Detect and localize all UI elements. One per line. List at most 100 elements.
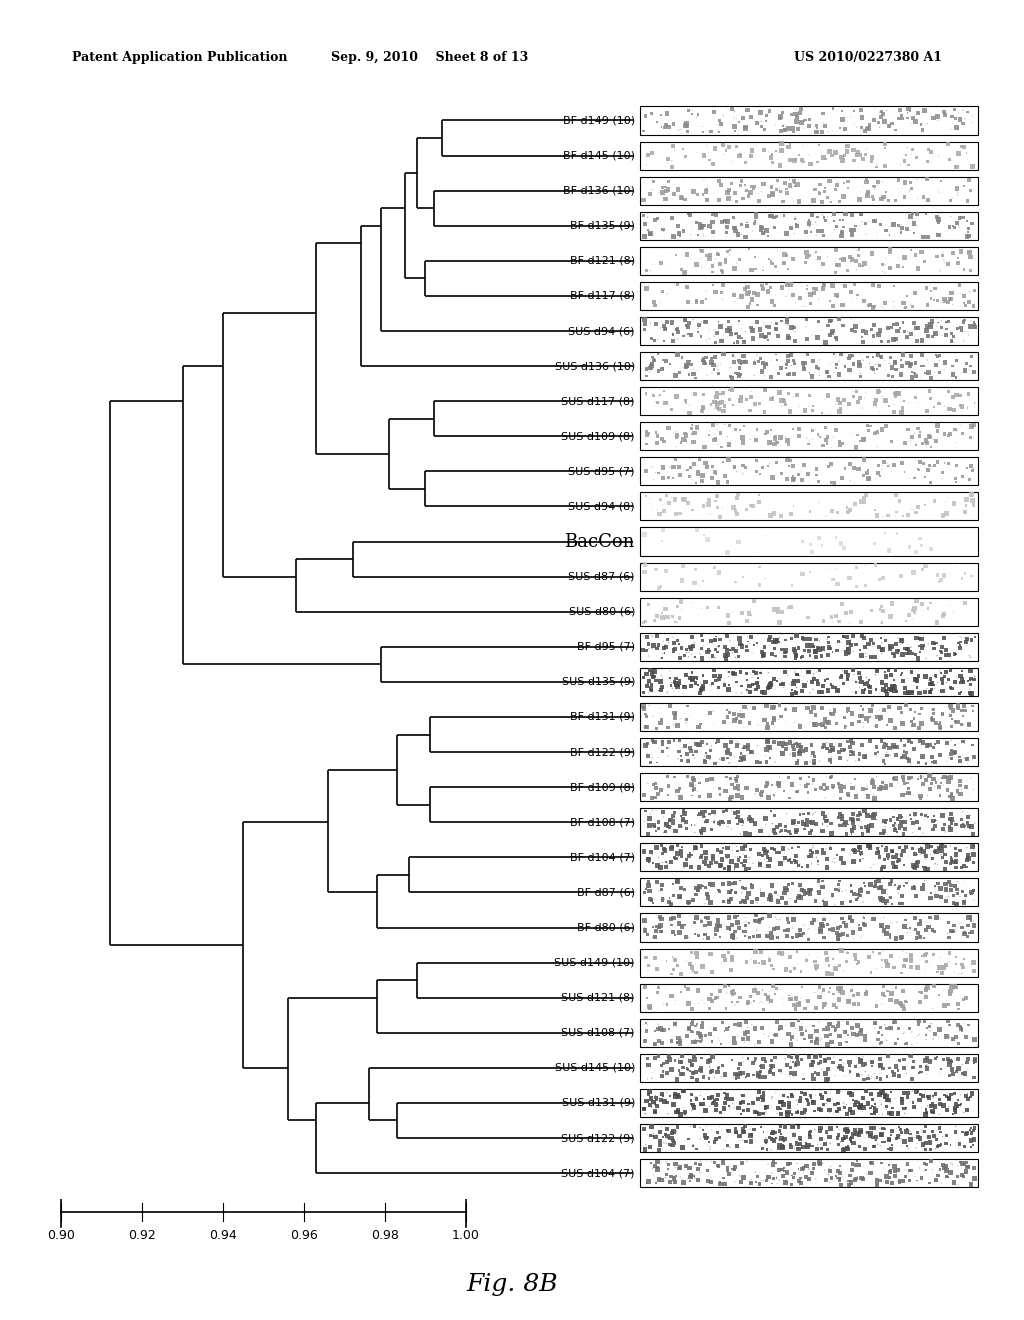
Point	[655, 631, 672, 652]
Point	[809, 121, 825, 143]
Point	[761, 248, 777, 269]
Point	[805, 400, 821, 421]
Point	[873, 1032, 890, 1053]
Point	[928, 665, 944, 686]
Point	[807, 982, 823, 1003]
Point	[791, 855, 807, 876]
Point	[967, 392, 983, 413]
Point	[831, 956, 848, 977]
Point	[932, 648, 948, 669]
Point	[797, 117, 813, 139]
Point	[953, 964, 970, 985]
Point	[734, 1130, 751, 1151]
Point	[683, 1093, 699, 1114]
Point	[684, 469, 700, 490]
Point	[895, 533, 911, 554]
Point	[657, 392, 674, 413]
Point	[672, 777, 688, 799]
Point	[918, 849, 934, 870]
Point	[905, 875, 922, 896]
Point	[729, 805, 745, 826]
Point	[775, 242, 792, 263]
Point	[893, 630, 909, 651]
Point	[700, 639, 717, 660]
Point	[858, 172, 874, 193]
Point	[856, 787, 872, 808]
Point	[788, 941, 805, 962]
Point	[699, 189, 716, 210]
Point	[662, 887, 678, 908]
Point	[865, 632, 882, 653]
Point	[656, 1090, 673, 1111]
Point	[856, 449, 872, 470]
Point	[654, 350, 671, 371]
Point	[816, 1094, 833, 1115]
Point	[818, 993, 835, 1014]
Point	[922, 767, 938, 788]
Point	[827, 1065, 844, 1086]
Point	[712, 253, 728, 275]
Point	[850, 809, 866, 830]
Point	[752, 909, 768, 931]
Point	[674, 845, 690, 866]
Point	[799, 814, 815, 836]
Point	[901, 605, 918, 626]
Point	[821, 919, 838, 940]
Point	[810, 289, 826, 310]
Point	[954, 466, 971, 487]
Point	[809, 1139, 825, 1160]
Point	[929, 1121, 945, 1142]
Point	[842, 1082, 858, 1104]
Point	[663, 1131, 679, 1152]
Point	[636, 784, 652, 805]
Point	[803, 845, 819, 866]
Point	[738, 680, 755, 701]
Point	[785, 711, 802, 733]
Point	[933, 317, 949, 338]
Point	[825, 203, 842, 224]
Point	[873, 994, 890, 1015]
Point	[864, 768, 881, 789]
Point	[715, 498, 731, 519]
Point	[868, 1126, 885, 1147]
Point	[809, 1134, 825, 1155]
Point	[686, 779, 702, 800]
Point	[742, 145, 759, 166]
Point	[751, 364, 767, 385]
Point	[900, 870, 916, 891]
Point	[821, 455, 838, 477]
Point	[774, 277, 791, 298]
Point	[851, 748, 867, 770]
Point	[705, 1092, 721, 1113]
Point	[669, 1122, 685, 1143]
Point	[843, 731, 859, 752]
Point	[754, 817, 770, 838]
Point	[686, 1166, 702, 1187]
Point	[729, 331, 745, 352]
Point	[707, 1068, 723, 1089]
Point	[657, 842, 674, 863]
Point	[786, 698, 803, 719]
Point	[712, 110, 728, 131]
Point	[701, 750, 718, 771]
Point	[947, 556, 964, 577]
Point	[758, 744, 774, 766]
Point	[695, 224, 712, 246]
Point	[884, 430, 900, 451]
Point	[741, 846, 758, 867]
Point	[876, 822, 892, 843]
Point	[660, 417, 677, 438]
Point	[939, 698, 955, 719]
Point	[879, 1030, 895, 1051]
Point	[951, 1134, 968, 1155]
Point	[686, 1167, 702, 1188]
Point	[854, 706, 870, 727]
Point	[796, 1162, 812, 1183]
Point	[795, 135, 811, 156]
Point	[764, 774, 780, 795]
Point	[891, 640, 907, 661]
Point	[797, 640, 813, 661]
Point	[669, 385, 685, 407]
Point	[639, 207, 655, 228]
Point	[805, 678, 821, 700]
